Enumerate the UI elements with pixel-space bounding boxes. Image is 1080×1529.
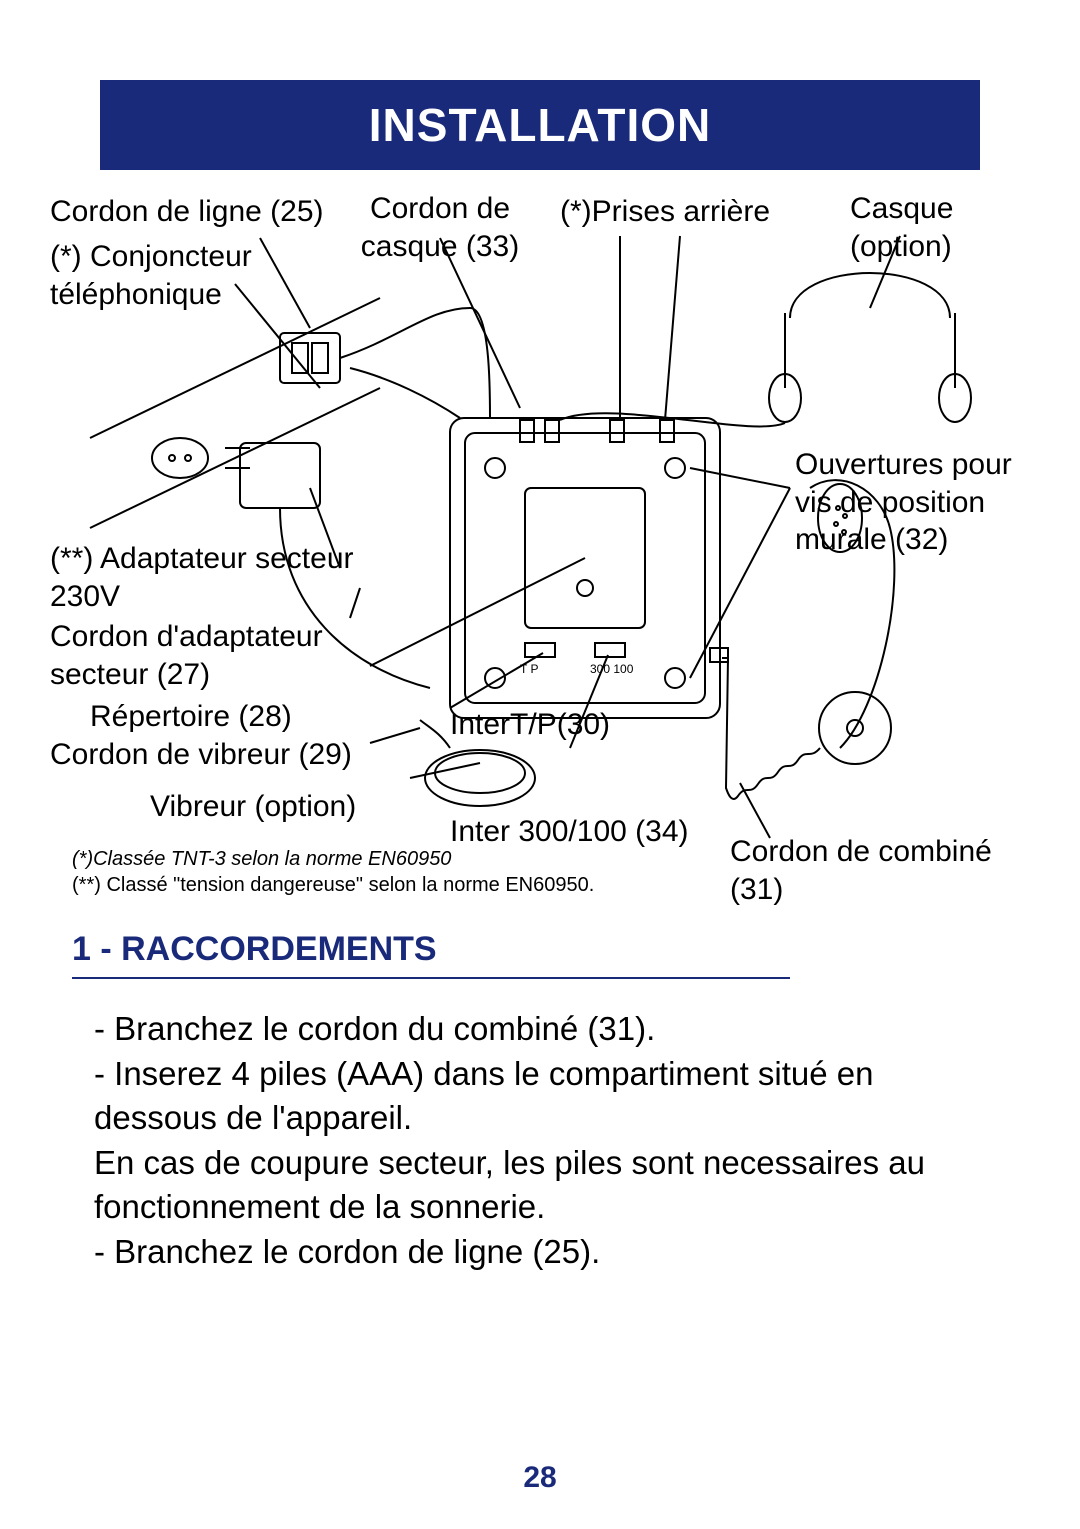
label-cordon-casque: Cordon de casque (33) [350,190,530,265]
label-casque: Casque (option) [850,190,1010,265]
label-conjoncteur: (*) Conjoncteur téléphonique [50,238,290,313]
body-text: - Branchez le cordon du combiné (31). - … [94,1007,1000,1274]
page-title: INSTALLATION [100,80,980,170]
label-cordon-ligne: Cordon de ligne (25) [50,193,324,231]
section-rule [72,977,790,979]
section-heading: 1 - RACCORDEMENTS [72,930,1030,969]
body-line-3: En cas de coupure secteur, les piles son… [94,1141,1000,1230]
page-number: 28 [0,1461,1080,1495]
label-vibreur: Vibreur (option) [150,788,356,826]
diagram-area: T P 300 100 [50,188,1030,908]
label-inter-tp: InterT/P(30) [450,706,610,744]
label-cordon-adapt: Cordon d'adaptateur secteur (27) [50,618,370,693]
body-line-1: - Branchez le cordon du combiné (31). [94,1007,1000,1052]
label-adaptateur: (**) Adaptateur secteur 230V [50,540,370,615]
label-cordon-vibreur: Cordon de vibreur (29) [50,736,352,774]
body-line-2: - Inserez 4 piles (AAA) dans le comparti… [94,1052,1000,1141]
footnote-2: (**) Classé "tension dangereuse" selon l… [72,874,594,897]
label-inter-300: Inter 300/100 (34) [450,813,689,851]
svg-text:300 100: 300 100 [590,662,634,676]
footnote-1: (*)Classée TNT-3 selon la norme EN60950 [72,848,451,871]
label-repertoire: Répertoire (28) [90,698,292,736]
label-ouvertures: Ouvertures pour vis de position murale (… [795,446,1025,559]
label-prises-arriere: (*)Prises arrière [560,193,770,231]
body-line-4: - Branchez le cordon de ligne (25). [94,1230,1000,1275]
label-cordon-combine: Cordon de combiné (31) [730,833,1030,908]
